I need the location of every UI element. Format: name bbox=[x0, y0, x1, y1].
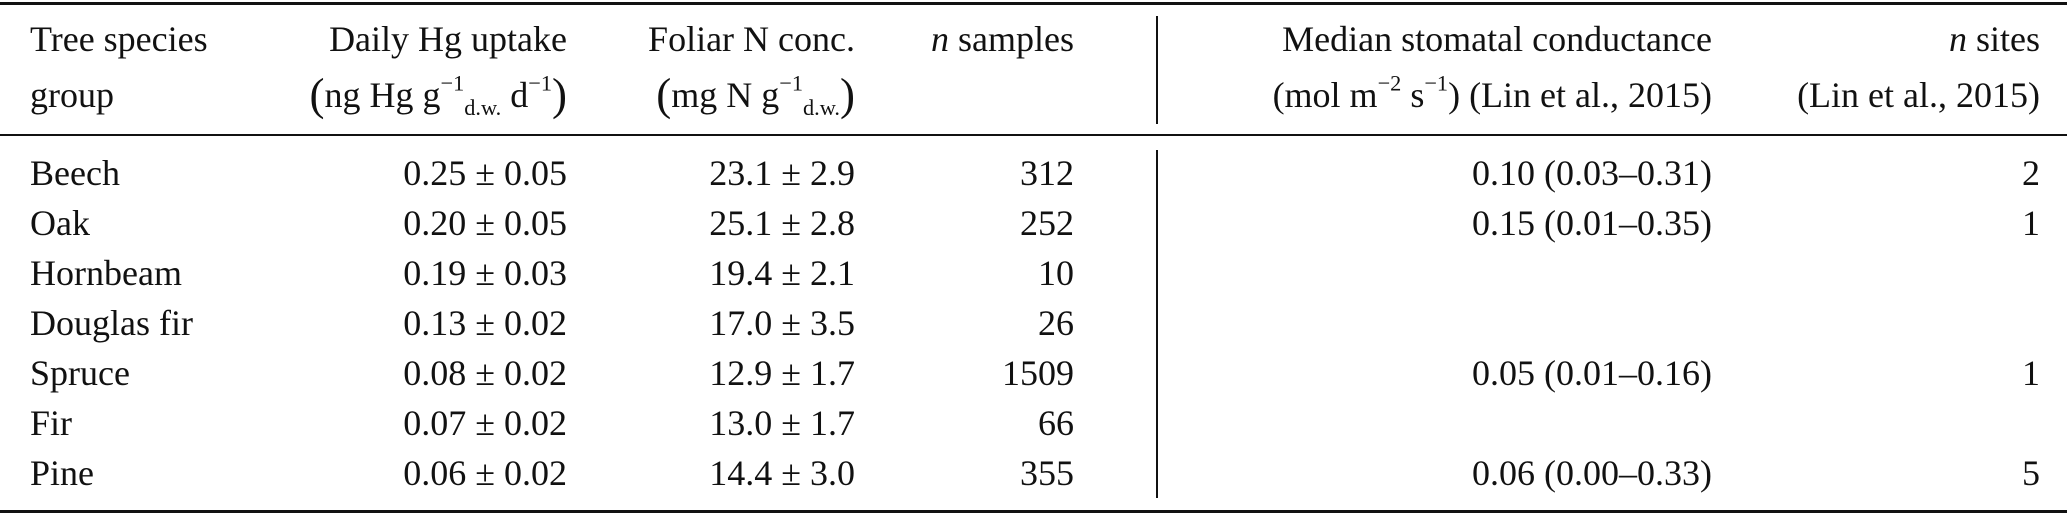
header-conductance: Median stomatal conductance bbox=[1282, 19, 1712, 59]
header-species-line2: group bbox=[30, 75, 114, 115]
cell-samples: 355 bbox=[1020, 453, 1074, 493]
cell-samples: 66 bbox=[1038, 403, 1074, 443]
cell-uptake: 0.13 ± 0.02 bbox=[403, 303, 567, 343]
table-bottom-rule bbox=[0, 510, 2067, 513]
cell-uptake: 0.06 ± 0.02 bbox=[403, 453, 567, 493]
cell-nitrogen: 23.1 ± 2.9 bbox=[709, 153, 855, 193]
cell-species: Douglas fir bbox=[30, 303, 193, 343]
cell-samples: 312 bbox=[1020, 153, 1074, 193]
header-uptake-unit: (ng Hg g−1d.w. d−1) bbox=[309, 69, 567, 120]
header-samples-label: samples bbox=[949, 19, 1074, 59]
cell-sites: 1 bbox=[2022, 353, 2040, 393]
cell-sites: 5 bbox=[2022, 453, 2040, 493]
cell-uptake: 0.19 ± 0.03 bbox=[403, 253, 567, 293]
cell-sites: 2 bbox=[2022, 153, 2040, 193]
header-sites-source: (Lin et al., 2015) bbox=[1797, 75, 2040, 115]
cell-conductance: 0.10 (0.03–0.31) bbox=[1472, 153, 1712, 193]
cell-nitrogen: 17.0 ± 3.5 bbox=[709, 303, 855, 343]
cell-samples: 26 bbox=[1038, 303, 1074, 343]
header-samples-n: n bbox=[931, 19, 950, 59]
cell-uptake: 0.08 ± 0.02 bbox=[403, 353, 567, 393]
cell-nitrogen: 19.4 ± 2.1 bbox=[709, 253, 855, 293]
header-sites-n: n bbox=[1948, 19, 1967, 59]
cell-uptake: 0.20 ± 0.05 bbox=[403, 203, 567, 243]
cell-samples: 252 bbox=[1020, 203, 1074, 243]
cell-uptake: 0.25 ± 0.05 bbox=[403, 153, 567, 193]
cell-species: Pine bbox=[30, 453, 95, 493]
header-species: Tree species bbox=[30, 19, 208, 59]
cell-species: Spruce bbox=[30, 353, 130, 393]
cell-samples: 1509 bbox=[1002, 353, 1074, 393]
header-sites-label: sites bbox=[1966, 19, 2040, 59]
cell-nitrogen: 25.1 ± 2.8 bbox=[709, 203, 855, 243]
cell-conductance: 0.06 (0.00–0.33) bbox=[1472, 453, 1712, 493]
header-samples: n samples bbox=[931, 14, 1074, 64]
cell-nitrogen: 12.9 ± 1.7 bbox=[709, 353, 855, 393]
cell-nitrogen: 14.4 ± 3.0 bbox=[709, 453, 855, 493]
header-conductance-unit: (mol m−2 s−1) (Lin et al., 2015) bbox=[1272, 70, 1712, 115]
cell-conductance: 0.05 (0.01–0.16) bbox=[1472, 353, 1712, 393]
column-separator-header bbox=[1156, 16, 1158, 124]
header-sites: n sites bbox=[1949, 14, 2040, 64]
header-nitrogen-unit: (mg N g−1d.w.) bbox=[656, 69, 855, 120]
cell-conductance: 0.15 (0.01–0.35) bbox=[1472, 203, 1712, 243]
cell-species: Oak bbox=[30, 203, 90, 243]
table-header-rule bbox=[0, 134, 2067, 136]
header-uptake: Daily Hg uptake bbox=[329, 19, 567, 59]
cell-samples: 10 bbox=[1038, 253, 1074, 293]
column-separator-body bbox=[1156, 150, 1158, 498]
cell-nitrogen: 13.0 ± 1.7 bbox=[709, 403, 855, 443]
header-nitrogen: Foliar N conc. bbox=[648, 19, 855, 59]
cell-sites: 1 bbox=[2022, 203, 2040, 243]
cell-species: Beech bbox=[30, 153, 120, 193]
cell-uptake: 0.07 ± 0.02 bbox=[403, 403, 567, 443]
table-top-rule bbox=[0, 2, 2067, 5]
cell-species: Fir bbox=[30, 403, 73, 443]
cell-species: Hornbeam bbox=[30, 253, 182, 293]
